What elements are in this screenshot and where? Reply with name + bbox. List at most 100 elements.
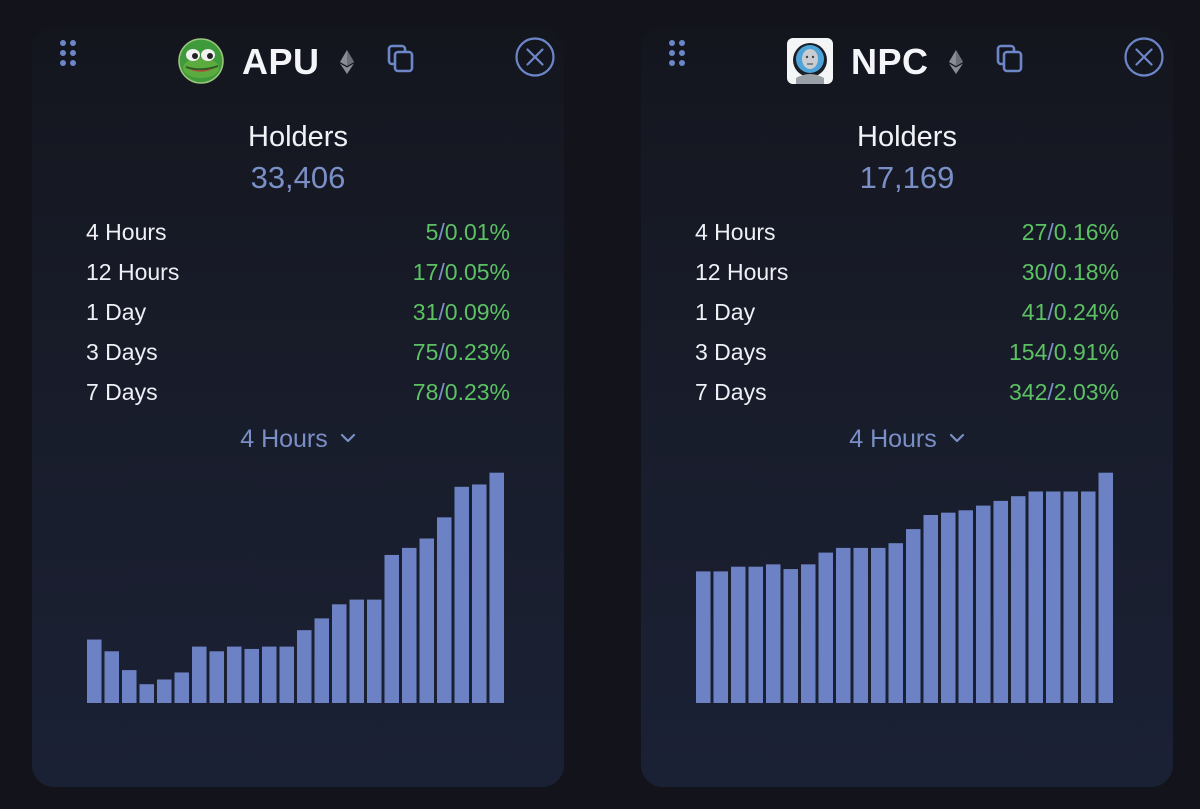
chart-bar [192, 646, 207, 703]
chart-bar [801, 564, 816, 703]
stat-value: 5/0.01% [426, 212, 510, 252]
npc-avatar-icon [787, 38, 833, 84]
stat-row-12-hours: 12 Hours 30/0.18% [695, 252, 1119, 292]
chart-bar [297, 630, 312, 703]
stat-row-7-days: 7 Days 342/2.03% [695, 372, 1119, 412]
token-name: NPC [851, 41, 929, 82]
stat-label: 3 Days [695, 339, 767, 365]
chart-bar [993, 500, 1008, 703]
chart-bar [888, 543, 903, 703]
copy-icon[interactable] [384, 42, 418, 76]
period-dropdown[interactable]: 4 Hours [641, 422, 1173, 456]
stat-separator: / [438, 259, 445, 285]
chart-bar [367, 599, 382, 703]
chart-bar [696, 571, 711, 703]
close-icon[interactable] [514, 36, 556, 78]
chart-bar [209, 651, 224, 703]
stat-percent: 2.03% [1053, 379, 1119, 405]
stat-label: 4 Hours [695, 219, 776, 245]
chart-bar [1046, 491, 1061, 703]
stat-label: 12 Hours [86, 259, 180, 285]
stat-count: 41 [1021, 299, 1048, 325]
chart-bar [783, 569, 798, 703]
chart-bar [1098, 472, 1113, 703]
copy-icon[interactable] [993, 42, 1027, 76]
stat-row-3-days: 3 Days 154/0.91% [695, 332, 1119, 372]
chart-bar [1081, 491, 1096, 703]
chart-bar [836, 547, 851, 703]
holders-count: 17,169 [859, 160, 955, 195]
holder-change-list: 4 Hours 5/0.01% 12 Hours 17/0.05% 1 Day … [86, 212, 510, 412]
stat-row-12-hours: 12 Hours 17/0.05% [86, 252, 510, 292]
stat-label: 4 Hours [86, 219, 167, 245]
chart-bar [713, 571, 728, 703]
token-name: APU [242, 41, 320, 82]
holder-change-list: 4 Hours 27/0.16% 12 Hours 30/0.18% 1 Day… [695, 212, 1119, 412]
stat-separator: / [1047, 339, 1054, 365]
chart-bar [402, 547, 417, 703]
stat-row-1-day: 1 Day 31/0.09% [86, 292, 510, 332]
drag-handle-icon[interactable] [60, 40, 80, 72]
chart-bar [748, 566, 763, 703]
stat-value: 78/0.23% [413, 372, 510, 412]
stat-value: 27/0.16% [1022, 212, 1119, 252]
stat-row-4-hours: 4 Hours 5/0.01% [86, 212, 510, 252]
stat-label: 7 Days [86, 379, 158, 405]
stat-count: 78 [412, 379, 439, 405]
chart-bar [244, 648, 259, 703]
chart-bar [489, 472, 504, 703]
stat-separator: / [438, 219, 445, 245]
stat-percent: 0.01% [444, 219, 510, 245]
chart-bar [923, 515, 938, 703]
chart-bar [332, 604, 347, 703]
stat-value: 154/0.91% [1009, 332, 1119, 372]
stat-separator: / [438, 339, 445, 365]
stat-row-3-days: 3 Days 75/0.23% [86, 332, 510, 372]
stat-label: 1 Day [695, 299, 756, 325]
chart-bar [349, 599, 364, 703]
stat-label: 3 Days [86, 339, 158, 365]
chevron-down-icon [340, 434, 355, 443]
chart-bar [262, 646, 277, 703]
drag-handle-icon[interactable] [669, 40, 689, 72]
stat-percent: 0.24% [1053, 299, 1119, 325]
stat-count: 30 [1021, 259, 1048, 285]
stat-percent: 0.18% [1053, 259, 1119, 285]
chart-bar [419, 538, 434, 703]
chart-bar [227, 646, 242, 703]
stat-value: 17/0.05% [413, 252, 510, 292]
chart-bar [818, 552, 833, 703]
stat-percent: 0.09% [444, 299, 510, 325]
chart-bar [314, 618, 329, 703]
chevron-down-icon [949, 434, 964, 443]
stat-label: 12 Hours [695, 259, 789, 285]
chart-bar [906, 529, 921, 703]
stat-separator: / [1047, 379, 1054, 405]
chart-bar [871, 547, 886, 703]
period-dropdown[interactable]: 4 Hours [32, 422, 564, 456]
stat-separator: / [1047, 259, 1054, 285]
stat-separator: / [438, 379, 445, 405]
stat-percent: 0.23% [444, 339, 510, 365]
chart-bar [139, 684, 154, 703]
chart-bar [766, 564, 781, 703]
stat-label: 7 Days [695, 379, 767, 405]
chart-bar [122, 670, 137, 703]
stat-value: 75/0.23% [413, 332, 510, 372]
stat-count: 5 [425, 219, 439, 245]
chart-bar [87, 639, 102, 703]
stat-separator: / [1047, 219, 1054, 245]
holders-bar-chart [87, 472, 504, 703]
stat-value: 30/0.18% [1022, 252, 1119, 292]
token-card-npc: NPC Holders 17,169 4 Hours 27/0.16% 12 H… [641, 28, 1173, 787]
stat-count: 17 [412, 259, 439, 285]
chart-bar [731, 566, 746, 703]
chart-bar [853, 547, 868, 703]
holders-label: Holders [857, 121, 957, 153]
close-icon[interactable] [1123, 36, 1165, 78]
stat-row-7-days: 7 Days 78/0.23% [86, 372, 510, 412]
chart-bar [174, 672, 189, 703]
stat-percent: 0.05% [444, 259, 510, 285]
chart-bar [279, 646, 294, 703]
holders-count: 33,406 [250, 160, 346, 195]
